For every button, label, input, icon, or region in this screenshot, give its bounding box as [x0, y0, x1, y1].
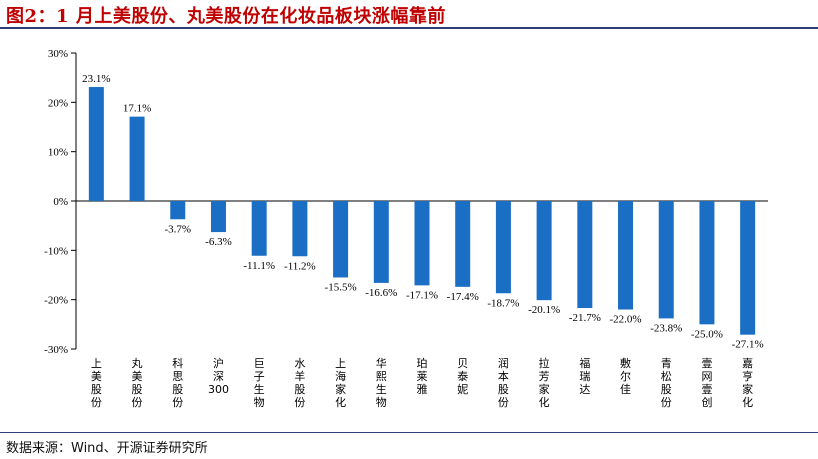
x-category-label: 拉芳家化 — [539, 356, 550, 409]
data-label: -17.4% — [447, 291, 479, 303]
y-tick-label: 20% — [48, 97, 68, 109]
data-label: -18.7% — [487, 297, 519, 309]
x-category-label: 贝泰妮 — [457, 357, 468, 396]
x-category-label: 沪深 300 — [208, 356, 229, 396]
y-tick-label: 0% — [53, 196, 68, 208]
data-label: -11.2% — [284, 260, 316, 272]
data-label: -20.1% — [528, 304, 560, 316]
x-category-label: 珀莱雅 — [417, 356, 428, 396]
x-category-label: 青松股份 — [661, 357, 672, 409]
data-label: -17.1% — [406, 289, 438, 301]
data-label: -23.8% — [650, 322, 682, 334]
y-tick-label: -10% — [44, 245, 68, 257]
bar — [333, 201, 349, 278]
x-category-label: 敷尔佳 — [620, 356, 631, 396]
bar — [455, 201, 471, 287]
bar-chart: 30% 20% 10% 0% -10% -20% -30% 23.1% 上美股份 17.1% 丸美股… — [44, 48, 768, 409]
x-category-label: 巨子生物 — [254, 357, 265, 409]
data-label: -16.6% — [365, 287, 397, 299]
x-category-label: 福瑞达 — [579, 356, 590, 396]
x-category-label: 丸美股份 — [132, 357, 143, 409]
x-category-label: 上海家化 — [335, 357, 346, 409]
y-tick-label: -20% — [44, 295, 68, 307]
y-tick-label: -30% — [44, 344, 68, 356]
data-label: -21.7% — [569, 312, 601, 324]
bar — [414, 201, 430, 286]
bar — [536, 201, 552, 301]
bar — [292, 201, 308, 257]
bar — [373, 201, 389, 283]
x-category-label: 上美股份 — [91, 357, 102, 409]
x-category-label: 水羊股份 — [294, 357, 305, 409]
bar — [88, 87, 104, 201]
data-label: 23.1% — [82, 73, 110, 85]
source-divider — [0, 432, 818, 433]
data-label: -3.7% — [164, 223, 191, 235]
x-category-label: 嘉亨家化 — [742, 356, 753, 409]
bar — [699, 201, 715, 325]
data-label: -22.0% — [609, 314, 641, 326]
chart-title: 图2：1 月上美股份、丸美股份在化妆品板块涨幅靠前 — [6, 6, 446, 27]
bar — [251, 201, 267, 256]
data-label: 17.1% — [123, 103, 151, 115]
data-label: -27.1% — [732, 339, 764, 351]
x-category-label: 华熙生物 — [376, 356, 387, 409]
bar — [658, 201, 674, 319]
x-category-label: 壹网壹创 — [701, 357, 712, 409]
data-label: -25.0% — [691, 328, 723, 340]
data-label: -15.5% — [325, 281, 357, 293]
x-category-label: 润本股份 — [498, 356, 509, 409]
bar — [210, 201, 226, 233]
bar — [618, 201, 634, 310]
title-divider — [0, 27, 818, 29]
bar — [740, 201, 756, 335]
data-label: -11.1% — [243, 260, 275, 272]
y-tick-label: 30% — [48, 48, 68, 60]
bar — [577, 201, 593, 309]
bar — [495, 201, 511, 294]
x-category-label: 科思股份 — [172, 356, 183, 409]
y-tick-label: 10% — [48, 147, 68, 159]
data-label: -6.3% — [205, 236, 232, 248]
bar — [129, 116, 145, 201]
source-note: 数据来源：Wind、开源证券研究所 — [6, 441, 208, 456]
bar — [170, 201, 186, 220]
